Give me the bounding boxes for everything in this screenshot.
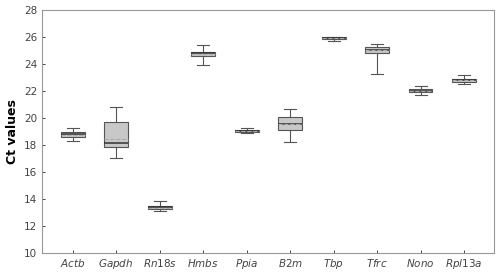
PathPatch shape: [148, 206, 172, 209]
PathPatch shape: [365, 47, 389, 53]
PathPatch shape: [278, 117, 302, 130]
Y-axis label: Ct values: Ct values: [6, 99, 18, 163]
PathPatch shape: [104, 122, 128, 147]
PathPatch shape: [60, 132, 84, 137]
PathPatch shape: [408, 89, 432, 92]
PathPatch shape: [191, 52, 215, 56]
PathPatch shape: [452, 79, 476, 82]
PathPatch shape: [234, 130, 258, 132]
PathPatch shape: [322, 37, 345, 39]
